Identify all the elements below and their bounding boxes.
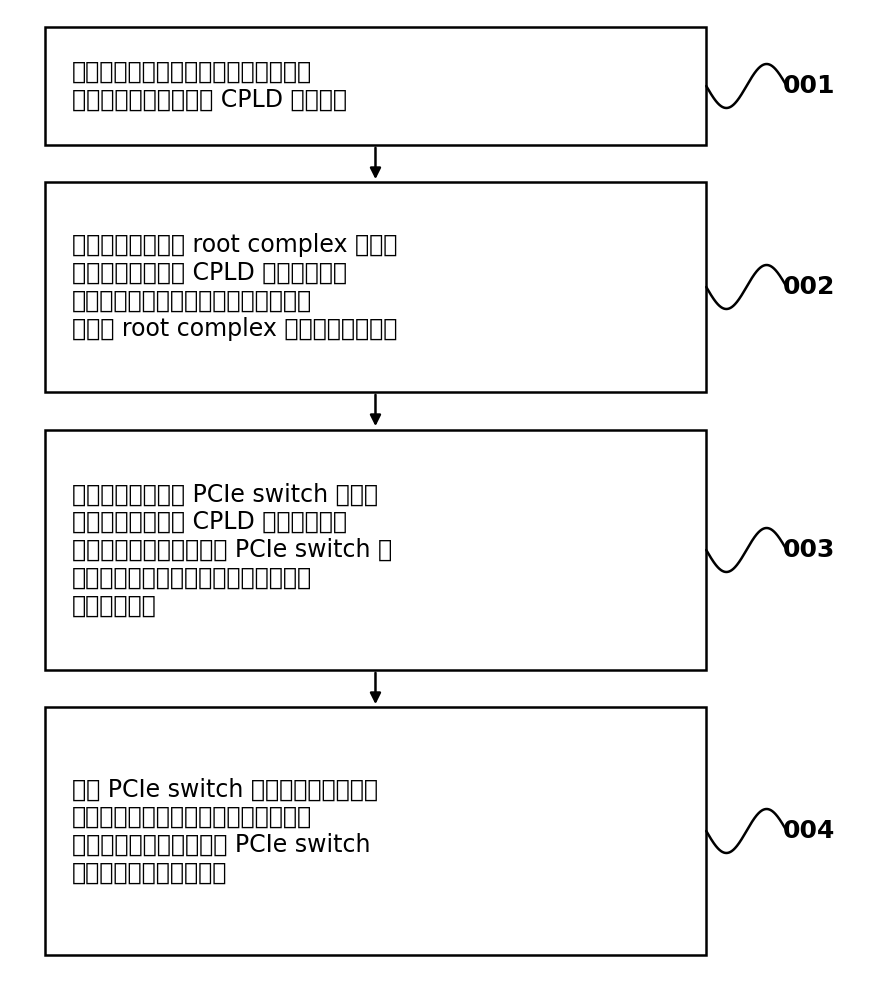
Text: 响应于初始化配置 root complex 的链路
通道宽度，则读取 CPLD 寄存器中的链
路通道宽度信息，并根据链路通道宽度
信息对 root comple: 响应于初始化配置 root complex 的链路 通道宽度，则读取 CPLD … (72, 233, 397, 341)
FancyBboxPatch shape (45, 182, 706, 392)
Text: 004: 004 (783, 819, 835, 843)
Text: 获取接口的链路通道宽度信息，并将链
路通道宽度信息存储在 CPLD 寄存器中: 获取接口的链路通道宽度信息，并将链 路通道宽度信息存储在 CPLD 寄存器中 (72, 60, 347, 112)
Text: 响应于初始化配置 PCIe switch 的链路
通道宽度，则读取 CPLD 寄存器中的链
路通道宽度信息，并判断 PCIe switch 下
行链路的接口通道: 响应于初始化配置 PCIe switch 的链路 通道宽度，则读取 CPLD 寄… (72, 482, 392, 618)
Text: 001: 001 (783, 74, 835, 98)
FancyBboxPatch shape (45, 430, 706, 670)
Text: 002: 002 (783, 275, 835, 299)
Text: 003: 003 (783, 538, 835, 562)
FancyBboxPatch shape (45, 27, 706, 145)
Text: 若是 PCIe switch 下行链路的接口通道
宽度与链路通道宽度信息不一致，则根
据链路通道宽度信息修改 PCIe switch
下行链路通道宽度的配置: 若是 PCIe switch 下行链路的接口通道 宽度与链路通道宽度信息不一致，… (72, 777, 377, 885)
FancyBboxPatch shape (45, 707, 706, 955)
